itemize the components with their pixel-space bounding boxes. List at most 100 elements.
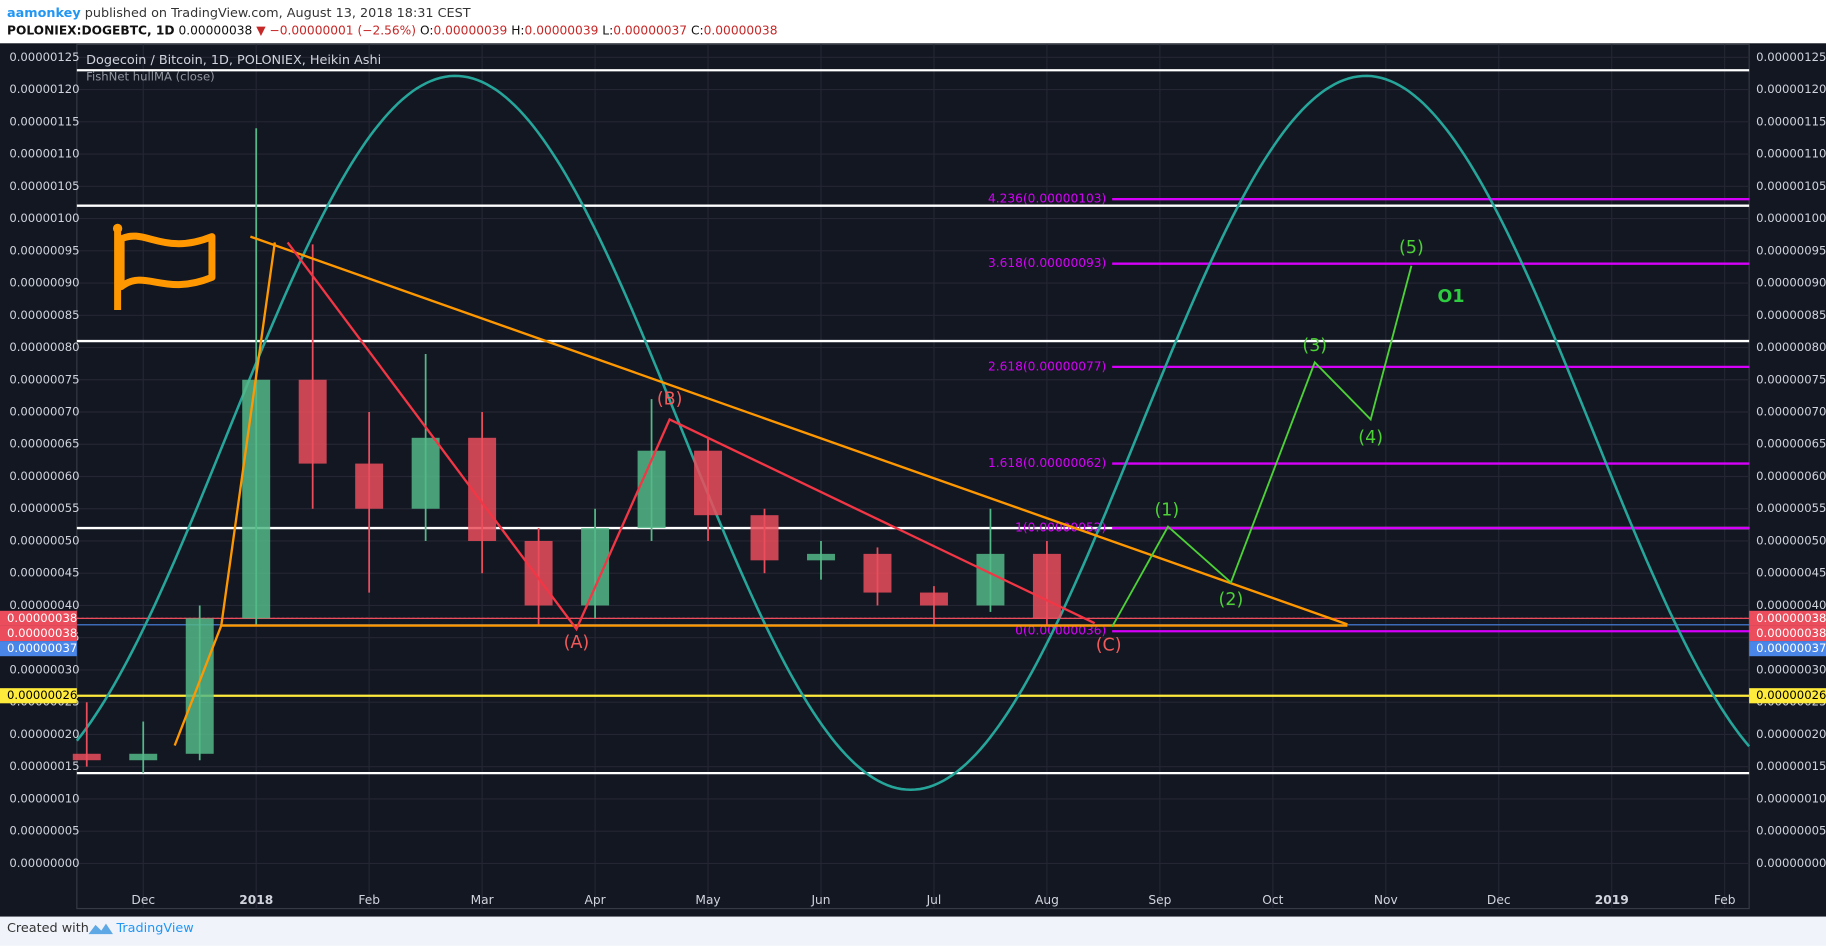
y-tick-label-right: 0.00000020 bbox=[1756, 727, 1826, 741]
y-tick-label: 0.00000080 bbox=[9, 340, 79, 354]
candle-body bbox=[807, 553, 835, 561]
wave-label: (4) bbox=[1358, 428, 1383, 448]
y-tick-label-right: 0.00000065 bbox=[1756, 437, 1826, 451]
h-label: H: bbox=[511, 23, 524, 37]
wave-label: O1 bbox=[1438, 287, 1465, 307]
candle-body bbox=[750, 515, 779, 561]
y-tick-label-right: 0.00000115 bbox=[1756, 114, 1826, 128]
axes: 0.00000000 0.00000000 0.00000005 0.00000005… bbox=[0, 50, 1826, 907]
price-tag bbox=[1749, 610, 1826, 626]
candle-body bbox=[863, 553, 892, 593]
y-tick-label-right: 0.00000100 bbox=[1756, 211, 1826, 225]
y-tick-label: 0.00000070 bbox=[9, 405, 79, 419]
footer-brand[interactable]: TradingView bbox=[115, 921, 193, 936]
y-tick-label: 0.00000050 bbox=[9, 533, 79, 547]
grid bbox=[76, 44, 1750, 909]
indicator-name: FishNet hullMA (close) bbox=[86, 70, 214, 84]
y-tick-label: 0.00000075 bbox=[9, 372, 79, 386]
y-tick-label: 0.00000015 bbox=[9, 759, 79, 773]
fib-label: 1.618(0.00000062) bbox=[988, 456, 1106, 470]
y-tick-label: 0.00000010 bbox=[9, 791, 79, 805]
wave-labels: (A) (B) (C) (1) (2) (3) (4) (5) O1 bbox=[564, 238, 1465, 655]
triangle-top bbox=[249, 235, 1348, 626]
y-tick-label-right: 0.00000095 bbox=[1756, 243, 1826, 257]
y-tick-label: 0.00000005 bbox=[9, 824, 79, 838]
wave-label: (3) bbox=[1302, 336, 1327, 356]
o-value: 0.00000039 bbox=[433, 23, 507, 37]
wave-label: (2) bbox=[1219, 590, 1244, 610]
y-tick-label-right: 0.00000000 bbox=[1756, 856, 1826, 870]
x-tick-label: 2018 bbox=[239, 893, 273, 907]
candle-body bbox=[355, 463, 384, 509]
y-tick-label: 0.00000060 bbox=[9, 469, 79, 483]
candle-body bbox=[72, 753, 101, 761]
drawings bbox=[112, 223, 1413, 746]
y-tick-label: 0.00000105 bbox=[9, 179, 79, 193]
impulse-wave bbox=[1111, 265, 1413, 628]
candle-body bbox=[524, 540, 553, 606]
x-tick-label: May bbox=[695, 893, 720, 907]
y-tick-label-right: 0.00000015 bbox=[1756, 759, 1826, 773]
fib-label: 3.618(0.00000093) bbox=[988, 256, 1106, 270]
fib-label: 2.618(0.00000077) bbox=[988, 359, 1106, 373]
change: ▼ −0.00000001 (−2.56%) bbox=[256, 23, 416, 37]
flag-icon bbox=[114, 228, 216, 310]
c-label: C: bbox=[691, 23, 704, 37]
wave-label: (5) bbox=[1399, 238, 1424, 258]
y-tick-label: 0.00000020 bbox=[9, 727, 79, 741]
y-tick-label: 0.00000040 bbox=[9, 598, 79, 612]
header-line: aamonkey published on TradingView.com, A… bbox=[7, 6, 471, 21]
candle-body bbox=[976, 553, 1005, 606]
h-value: 0.00000039 bbox=[525, 23, 599, 37]
level-tag bbox=[1749, 688, 1826, 704]
candle-body bbox=[298, 379, 327, 464]
y-tick-label-right: 0.00000080 bbox=[1756, 340, 1826, 354]
o-label: O: bbox=[420, 23, 434, 37]
quote-line: POLONIEX:DOGEBTC, 1D 0.00000038 ▼ −0.000… bbox=[7, 23, 778, 37]
y-tick-label: 0.00000030 bbox=[9, 662, 79, 676]
y-tick-label-right: 0.00000070 bbox=[1756, 405, 1826, 419]
levels: 4.236(0.00000103) 3.618(0.00000093) 2.618(… bbox=[76, 69, 1750, 775]
level-tag-label: 0.00000026 bbox=[7, 688, 77, 702]
y-tick-label: 0.00000055 bbox=[9, 501, 79, 515]
price-tag-label: 0.00000038 bbox=[1756, 611, 1826, 625]
candles bbox=[72, 128, 1061, 774]
x-tick-label: Mar bbox=[471, 893, 495, 907]
y-tick-label-right: 0.00000030 bbox=[1756, 662, 1826, 676]
flag-knob bbox=[112, 223, 123, 234]
fib-label: 0(0.00000036) bbox=[1015, 624, 1106, 638]
l-value: 0.00000037 bbox=[613, 23, 687, 37]
author[interactable]: aamonkey bbox=[7, 6, 81, 21]
candle-body bbox=[411, 437, 440, 509]
c-value: 0.00000038 bbox=[704, 23, 778, 37]
candle-body bbox=[1032, 553, 1061, 619]
price-tag-label: 0.00000037 bbox=[7, 641, 77, 655]
candle-body bbox=[242, 379, 271, 619]
x-tick-label: Nov bbox=[1374, 893, 1398, 907]
y-tick-label-right: 0.00000005 bbox=[1756, 824, 1826, 838]
price-tag bbox=[1749, 625, 1826, 642]
y-tick-label-right: 0.00000125 bbox=[1756, 50, 1826, 64]
price-tag bbox=[0, 641, 77, 657]
price-tag-label: 0.00000038 bbox=[7, 626, 77, 640]
x-tick-label: Apr bbox=[585, 893, 607, 907]
x-tick-label: Jul bbox=[926, 893, 942, 907]
y-tick-label: 0.00000065 bbox=[9, 437, 79, 451]
y-tick-label: 0.00000090 bbox=[9, 276, 79, 290]
y-tick-label: 0.00000085 bbox=[9, 308, 79, 322]
y-tick-label-right: 0.00000045 bbox=[1756, 566, 1826, 580]
x-tick-label: Feb bbox=[1714, 893, 1736, 907]
impulse-line bbox=[173, 242, 276, 746]
y-tick-label: 0.00000100 bbox=[9, 211, 79, 225]
chart-title: Dogecoin / Bitcoin, 1D, POLONIEX, Heikin… bbox=[86, 53, 381, 68]
wave-label: (C) bbox=[1096, 635, 1122, 655]
level-tag-label: 0.00000026 bbox=[1756, 688, 1826, 702]
level-tag bbox=[0, 688, 77, 704]
symbol: POLONIEX:DOGEBTC, 1D bbox=[7, 23, 175, 37]
y-tick-label-right: 0.00000120 bbox=[1756, 82, 1826, 96]
y-tick-label: 0.00000125 bbox=[9, 50, 79, 64]
price-tag bbox=[1749, 641, 1826, 657]
x-tick-label: Dec bbox=[1487, 893, 1511, 907]
